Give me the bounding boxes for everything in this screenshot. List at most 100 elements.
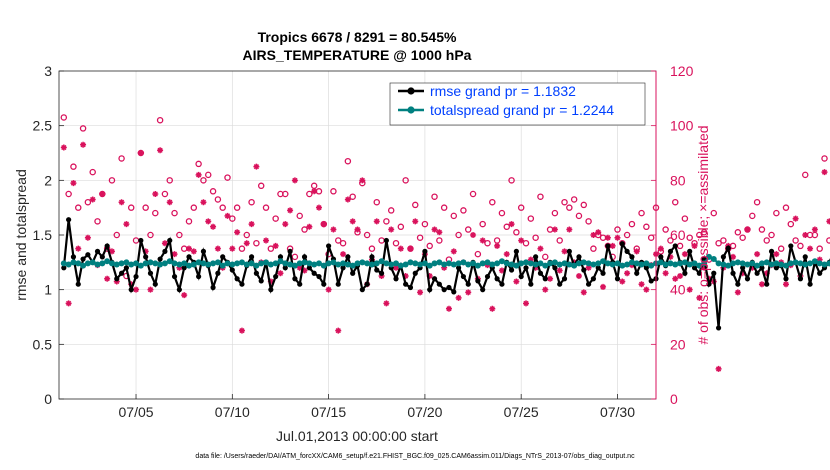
- totalspread-point: [171, 260, 178, 267]
- obs-possible-point: [204, 171, 212, 179]
- totalspread-point: [532, 261, 539, 268]
- rmse-point: [687, 248, 693, 254]
- obs-assimilated-point: [624, 270, 631, 277]
- rmse-point: [667, 248, 674, 254]
- obs-assimilated-point: [402, 273, 409, 279]
- obs-possible-point: [392, 239, 400, 247]
- rmse-point: [176, 287, 182, 293]
- totalspread-point: [320, 262, 327, 269]
- y-tick-label-left: 3: [44, 63, 52, 79]
- obs-possible-point: [450, 212, 458, 220]
- obs-assimilated-point: [99, 191, 106, 197]
- totalspread-point: [494, 260, 501, 267]
- rmse-point: [711, 270, 717, 276]
- totalspread-point: [604, 260, 611, 267]
- totalspread-point: [624, 261, 631, 268]
- totalspread-point: [359, 259, 366, 266]
- obs-assimilated-point: [80, 141, 87, 148]
- totalspread-point: [383, 260, 390, 267]
- totalspread-point: [84, 260, 91, 267]
- obs-possible-point: [267, 245, 275, 252]
- obs-possible-point: [253, 239, 260, 247]
- obs-possible-point: [334, 237, 342, 244]
- rmse-point: [431, 276, 438, 282]
- y-axis-left-label: rmse and totalspread: [13, 169, 29, 301]
- obs-possible-point: [777, 245, 785, 252]
- obs-assimilated-point: [65, 300, 72, 307]
- totalspread-point: [460, 259, 467, 266]
- rmse-point: [181, 265, 187, 271]
- totalspread-point: [104, 258, 111, 265]
- obs-assimilated-point: [638, 281, 645, 288]
- totalspread-point: [527, 260, 534, 267]
- obs-possible-point: [455, 231, 462, 239]
- totalspread-point: [388, 261, 395, 268]
- obs-possible-point: [248, 198, 255, 206]
- rmse-point: [715, 325, 722, 331]
- totalspread-point: [75, 260, 82, 267]
- obs-assimilated-point: [108, 248, 115, 255]
- obs-possible-point: [672, 198, 679, 206]
- totalspread-point: [70, 259, 77, 266]
- legend-label-rmse: rmse grand pr = 1.1832: [430, 83, 576, 99]
- obs-possible-point: [662, 226, 669, 233]
- totalspread-point: [725, 262, 732, 269]
- obs-assimilated-point: [744, 226, 751, 233]
- rmse-point: [658, 254, 664, 260]
- totalspread-point: [445, 260, 452, 267]
- totalspread-point: [513, 262, 520, 269]
- obs-assimilated-point: [397, 245, 404, 252]
- obs-assimilated-point: [445, 305, 452, 312]
- obs-assimilated-point: [89, 196, 96, 203]
- totalspread-point: [590, 261, 597, 268]
- obs-assimilated-point: [104, 275, 111, 282]
- totalspread-point: [498, 258, 505, 265]
- obs-assimilated-point: [431, 226, 438, 233]
- rmse-point: [123, 265, 130, 271]
- totalspread-point: [108, 260, 115, 267]
- obs-assimilated-point: [595, 229, 602, 236]
- totalspread-point: [797, 260, 804, 267]
- rmse-point: [542, 276, 548, 282]
- totalspread-point: [657, 259, 664, 266]
- obs-possible-point: [291, 253, 299, 261]
- totalspread-point: [474, 262, 481, 269]
- totalspread-point: [609, 261, 616, 268]
- obs-possible-point: [532, 234, 539, 241]
- obs-assimilated-point: [344, 196, 351, 203]
- obs-possible-point: [464, 226, 472, 233]
- rmse-point: [480, 287, 486, 293]
- obs-possible-point: [508, 177, 515, 184]
- obs-assimilated-point: [181, 292, 188, 299]
- rmse-point: [744, 276, 751, 282]
- rmse-point: [80, 256, 86, 262]
- obs-assimilated-point: [248, 221, 255, 228]
- obs-possible-point: [127, 204, 135, 211]
- totalspread-point: [287, 261, 294, 268]
- rmse-point: [456, 265, 462, 271]
- totalspread-point: [802, 261, 809, 268]
- totalspread-point: [696, 262, 703, 269]
- totalspread-point: [585, 260, 592, 267]
- totalspread-point: [677, 260, 684, 267]
- y-tick-label-right: 100: [670, 118, 694, 134]
- totalspread-point: [258, 260, 265, 267]
- totalspread-point: [667, 260, 674, 267]
- rmse-point: [393, 276, 399, 282]
- obs-possible-point: [802, 171, 809, 179]
- rmse-point: [807, 281, 813, 287]
- grid: [59, 71, 656, 399]
- y-tick-label-right: 40: [670, 282, 686, 298]
- data-file-footer: data file: /Users/raeder/DAI/ATM_forcXX/…: [195, 453, 635, 460]
- obs-possible-point: [585, 218, 592, 225]
- obs-possible-point: [349, 193, 356, 200]
- rmse-point: [528, 281, 534, 287]
- totalspread-point: [224, 260, 231, 267]
- rmse-point: [788, 243, 794, 249]
- rmse-point: [210, 284, 216, 291]
- rmse-point: [277, 254, 284, 260]
- obs-possible-point: [190, 204, 198, 211]
- obs-possible-point: [118, 155, 125, 162]
- obs-possible-point: [469, 190, 477, 198]
- obs-possible-point: [238, 245, 246, 252]
